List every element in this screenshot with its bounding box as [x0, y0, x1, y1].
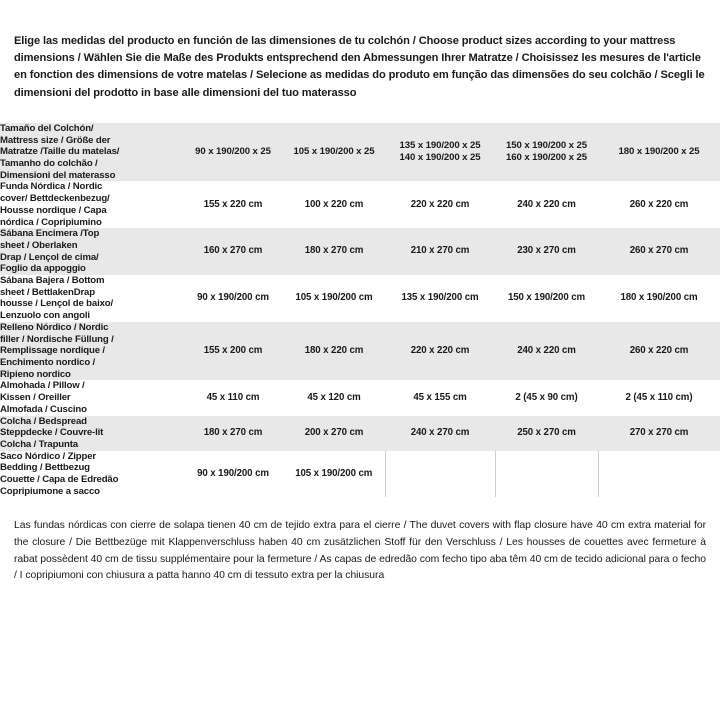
row-value: 230 x 270 cm	[495, 228, 598, 276]
row-value: 240 x 220 cm	[495, 321, 598, 381]
row-value: 45 x 155 cm	[385, 380, 495, 416]
row-value: 160 x 270 cm	[183, 228, 283, 276]
row-value: 180 x 220 cm	[283, 321, 385, 381]
row-value: 260 x 220 cm	[598, 321, 720, 381]
header-col-1: 90 x 190/200 x 25	[183, 122, 283, 182]
row-value: 105 x 190/200 cm	[283, 450, 385, 498]
row-value	[384, 450, 495, 498]
row-value: 210 x 270 cm	[385, 228, 495, 276]
mattress-size-table: Tamaño del Colchón/ Mattress size / Größ…	[0, 122, 720, 498]
row-value: 240 x 270 cm	[385, 415, 495, 451]
row-value	[494, 450, 598, 498]
row-value: 270 x 270 cm	[598, 415, 720, 451]
row-value: 90 x 190/200 cm	[183, 275, 283, 322]
table-row: Relleno Nórdico / Nordic filler / Nordis…	[0, 321, 720, 381]
row-value: 240 x 220 cm	[495, 181, 598, 229]
row-value: 105 x 190/200 cm	[283, 275, 385, 322]
table-row: Sábana Encimera /Top sheet / Oberlaken D…	[0, 228, 720, 276]
row-label: Colcha / Bedspread Steppdecke / Couvre-l…	[0, 415, 183, 451]
table-row: Almohada / Pillow / Kissen / Oreiller Al…	[0, 380, 720, 416]
table-body: Tamaño del Colchón/ Mattress size / Größ…	[0, 122, 720, 498]
row-value: 220 x 220 cm	[385, 181, 495, 229]
row-value	[597, 450, 720, 498]
row-label: Funda Nórdica / Nordic cover/ Bettdecken…	[0, 181, 183, 229]
row-value: 250 x 270 cm	[495, 415, 598, 451]
row-value: 260 x 270 cm	[598, 228, 720, 276]
row-value: 90 x 190/200 cm	[183, 450, 283, 498]
row-value: 2 (45 x 90 cm)	[495, 380, 598, 416]
header-col-3: 135 x 190/200 x 25 140 x 190/200 x 25	[385, 122, 495, 182]
row-label: Saco Nórdico / Zipper Bedding / Bettbezu…	[0, 450, 183, 498]
row-value: 155 x 200 cm	[183, 321, 283, 381]
row-value: 45 x 120 cm	[283, 380, 385, 416]
header-col-2: 105 x 190/200 x 25	[283, 122, 385, 182]
row-value: 45 x 110 cm	[183, 380, 283, 416]
table-row: Colcha / Bedspread Steppdecke / Couvre-l…	[0, 415, 720, 451]
row-value: 150 x 190/200 cm	[495, 275, 598, 322]
header-col-4: 150 x 190/200 x 25 160 x 190/200 x 25	[495, 122, 598, 182]
row-label: Sábana Bajera / Bottom sheet / Bettlaken…	[0, 275, 183, 322]
header-label-cell: Tamaño del Colchón/ Mattress size / Größ…	[0, 122, 183, 182]
table-header-row: Tamaño del Colchón/ Mattress size / Größ…	[0, 122, 720, 182]
row-value: 220 x 220 cm	[385, 321, 495, 381]
row-label: Sábana Encimera /Top sheet / Oberlaken D…	[0, 228, 183, 276]
row-value: 180 x 270 cm	[183, 415, 283, 451]
table-row: Saco Nórdico / Zipper Bedding / Bettbezu…	[0, 450, 720, 498]
row-value: 155 x 220 cm	[183, 181, 283, 229]
row-value: 135 x 190/200 cm	[385, 275, 495, 322]
row-label: Relleno Nórdico / Nordic filler / Nordis…	[0, 321, 183, 381]
row-value: 200 x 270 cm	[283, 415, 385, 451]
row-value: 2 (45 x 110 cm)	[598, 380, 720, 416]
row-value: 180 x 190/200 cm	[598, 275, 720, 322]
row-label: Almohada / Pillow / Kissen / Oreiller Al…	[0, 380, 183, 416]
table-row: Sábana Bajera / Bottom sheet / Bettlaken…	[0, 275, 720, 322]
header-col-5: 180 x 190/200 x 25	[598, 122, 720, 182]
row-value: 100 x 220 cm	[283, 181, 385, 229]
row-value: 260 x 220 cm	[598, 181, 720, 229]
intro-paragraph: Elige las medidas del producto en funció…	[14, 35, 705, 99]
table-row: Funda Nórdica / Nordic cover/ Bettdecken…	[0, 181, 720, 229]
footnote-paragraph: Las fundas nórdicas con cierre de solapa…	[14, 519, 706, 582]
row-value: 180 x 270 cm	[283, 228, 385, 276]
